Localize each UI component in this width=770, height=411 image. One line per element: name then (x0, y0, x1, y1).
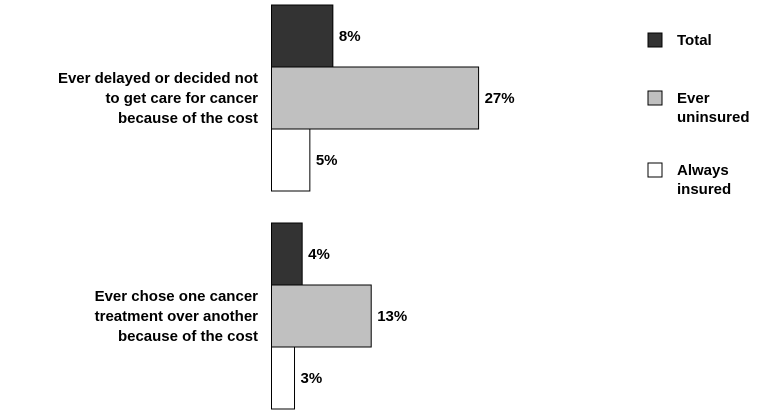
bar (271, 66, 480, 130)
bar (271, 284, 372, 348)
legend-label-line: Total (677, 32, 712, 49)
legend-label-line: Always (677, 162, 729, 179)
bar (271, 128, 311, 192)
category-label-line: Ever delayed or decided not (58, 70, 258, 87)
data-label: 8% (339, 28, 361, 45)
legend-swatch (647, 32, 663, 48)
category-label-line: to get care for cancer (105, 90, 258, 107)
data-label: 4% (308, 246, 330, 263)
legend-swatch (647, 90, 663, 106)
data-label: 3% (301, 370, 323, 387)
data-label: 27% (485, 90, 515, 107)
data-label: 13% (377, 308, 407, 325)
category-label: Ever chose one cancer treatment over anot… (95, 288, 259, 345)
legend-label: Always insured (677, 162, 731, 198)
bar (271, 222, 303, 286)
bars-layer: Ever delayed or decided not to get care f… (58, 4, 515, 410)
category-label-line: Ever chose one cancer (95, 288, 259, 305)
legend-label-line: insured (677, 181, 731, 198)
category-label-line: because of the cost (118, 328, 258, 345)
legend-label-line: uninsured (677, 109, 750, 126)
legend-label: Ever uninsured (677, 90, 750, 126)
category-label-line: because of the cost (118, 110, 258, 127)
bar (271, 346, 296, 410)
legend-label: Total (677, 32, 712, 49)
data-label: 5% (316, 152, 338, 169)
legend-label-line: Ever (677, 90, 710, 107)
category-label: Ever delayed or decided not to get care f… (58, 70, 258, 127)
legend: Total Ever uninsured Always insured (647, 32, 750, 198)
bar (271, 4, 334, 68)
legend-swatch (647, 162, 663, 178)
category-label-line: treatment over another (95, 308, 259, 325)
